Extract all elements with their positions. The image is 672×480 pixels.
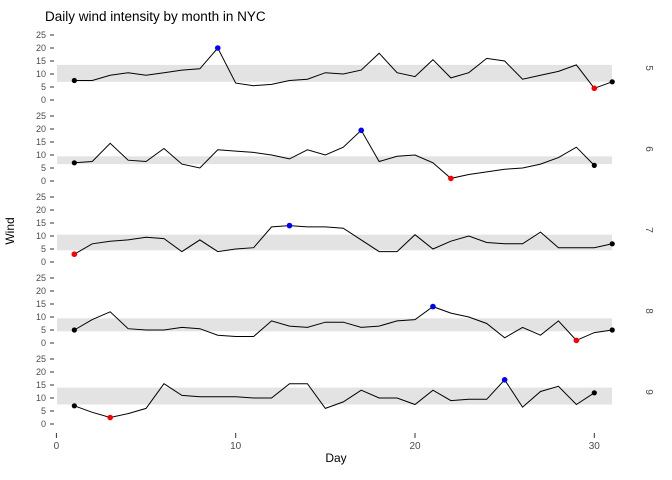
y-tick-label: 25 [36, 273, 46, 283]
y-tick-label: 20 [36, 124, 46, 134]
facet-strip-label: 8 [643, 308, 654, 314]
min-point [573, 337, 580, 344]
max-point [214, 45, 221, 51]
min-point [71, 251, 78, 257]
y-tick-label: 5 [41, 163, 46, 173]
y-tick-label: 20 [36, 367, 46, 377]
max-point [286, 222, 293, 229]
end-point [591, 390, 597, 396]
y-tick-label: 15 [36, 137, 46, 147]
y-tick-label: 25 [36, 192, 46, 202]
y-tick-label: 0 [41, 419, 46, 429]
max-point [430, 303, 436, 310]
facet-strip-label: 7 [643, 227, 654, 233]
facet-panel-month-8: 0 5 10 15 20 25 8 [36, 273, 654, 348]
y-tick-label: 0 [41, 176, 46, 186]
facet-panels: 0 5 10 15 20 25 5 0 5 10 15 20 25 6 0 5 10 15 20 25 7 0 5 10 15 2… [36, 30, 654, 429]
facet-panel-month-6: 0 5 10 15 20 25 6 [36, 111, 654, 186]
y-tick-label: 10 [36, 312, 46, 322]
facet-panel-month-5: 0 5 10 15 20 25 5 [36, 30, 654, 105]
y-tick-label: 25 [36, 30, 46, 40]
wind-line [74, 225, 613, 255]
wind-line [74, 306, 613, 342]
y-tick-label: 25 [36, 111, 46, 121]
x-tick-label: 20 [409, 441, 421, 452]
wind-line [74, 47, 613, 89]
facet-panel-month-7: 0 5 10 15 20 25 7 [36, 192, 654, 267]
y-tick-label: 25 [36, 354, 46, 364]
end-point [591, 162, 597, 168]
max-point [358, 127, 365, 134]
y-tick-label: 15 [36, 299, 46, 309]
y-tick-label: 10 [36, 69, 46, 79]
reference-band [57, 234, 612, 251]
y-tick-label: 10 [36, 231, 46, 241]
facet-panel-month-9: 0 5 10 15 20 25 9 [36, 354, 654, 429]
start-point [71, 77, 77, 84]
facet-strip-label: 9 [643, 389, 654, 395]
y-tick-label: 0 [41, 338, 46, 348]
y-tick-label: 15 [36, 380, 46, 390]
y-tick-label: 20 [36, 43, 46, 53]
x-axis: 0 10 20 30 [54, 433, 601, 452]
y-tick-label: 5 [41, 82, 46, 92]
y-tick-label: 10 [36, 393, 46, 403]
y-tick-label: 20 [36, 205, 46, 215]
min-point [107, 414, 113, 421]
x-axis-title: Day [325, 451, 346, 465]
wind-line [74, 378, 595, 419]
x-tick-label: 10 [230, 441, 242, 452]
x-tick-label: 30 [589, 441, 601, 452]
y-tick-label: 20 [36, 286, 46, 296]
y-tick-label: 10 [36, 150, 46, 160]
y-tick-label: 5 [41, 325, 46, 335]
y-tick-label: 15 [36, 218, 46, 228]
wind-line [74, 129, 595, 179]
reference-band [57, 156, 612, 165]
y-tick-label: 5 [41, 406, 46, 416]
start-point [71, 160, 77, 166]
end-point [609, 241, 615, 247]
y-tick-label: 0 [41, 95, 46, 105]
start-point [71, 327, 77, 333]
end-point [609, 79, 615, 85]
min-point [448, 175, 454, 182]
facet-strip-label: 6 [643, 146, 654, 152]
x-tick-label: 0 [54, 441, 60, 452]
facet-strip-label: 5 [643, 65, 654, 71]
y-axis-title: Wind [3, 217, 17, 244]
max-point [501, 377, 508, 383]
min-point [591, 85, 598, 92]
y-tick-label: 5 [41, 244, 46, 254]
chart-title: Daily wind intensity by month in NYC [45, 9, 266, 24]
end-point [609, 327, 615, 333]
start-point [71, 403, 77, 409]
reference-band [57, 387, 612, 405]
y-tick-label: 15 [36, 56, 46, 66]
y-tick-label: 0 [41, 257, 46, 267]
